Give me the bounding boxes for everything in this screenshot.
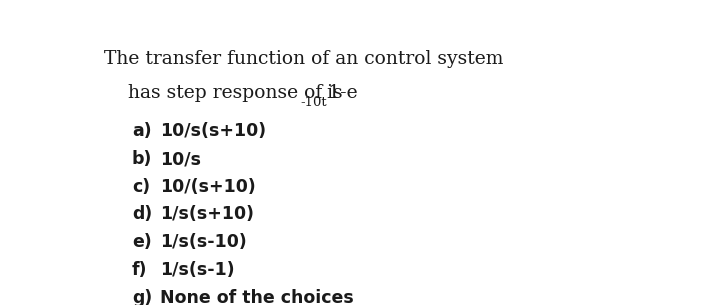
Text: The transfer function of an control system: The transfer function of an control syst…: [104, 49, 503, 67]
Text: b): b): [132, 150, 152, 168]
Text: 10/(s+10): 10/(s+10): [160, 178, 256, 196]
Text: 10/s: 10/s: [160, 150, 201, 168]
Text: -10t: -10t: [300, 96, 327, 109]
Text: has step response of 1-e: has step response of 1-e: [104, 84, 358, 102]
Text: 1/s(s+10): 1/s(s+10): [160, 206, 253, 224]
Text: c): c): [132, 178, 150, 196]
Text: 1/s(s-1): 1/s(s-1): [160, 261, 235, 279]
Text: is: is: [321, 84, 343, 102]
Text: g): g): [132, 289, 152, 305]
Text: e): e): [132, 233, 152, 251]
Text: None of the choices: None of the choices: [160, 289, 354, 305]
Text: d): d): [132, 206, 152, 224]
Text: f): f): [132, 261, 148, 279]
Text: 1/s(s-10): 1/s(s-10): [160, 233, 246, 251]
Text: 10/s(s+10): 10/s(s+10): [160, 122, 266, 140]
Text: a): a): [132, 122, 151, 140]
